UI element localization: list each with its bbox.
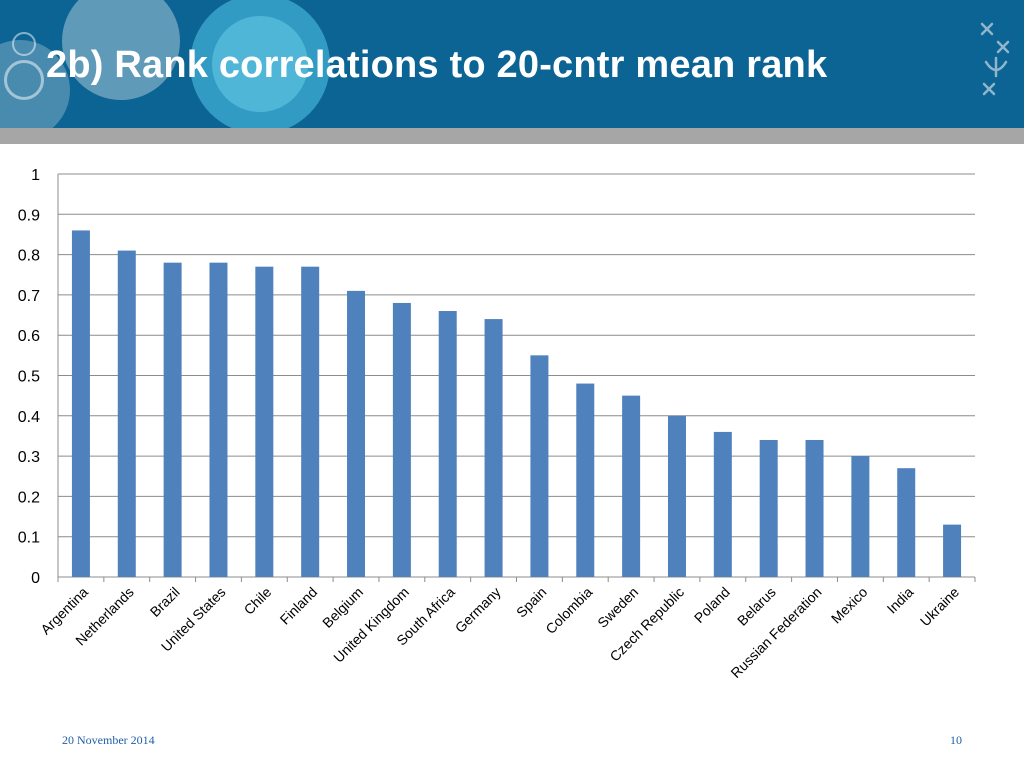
x-category-label: Ukraine (917, 584, 963, 630)
bar-chile (255, 266, 274, 577)
bar-south-africa (438, 311, 457, 577)
y-tick-label: 0.2 (18, 489, 40, 506)
x-category-label: Spain (513, 584, 550, 621)
bar-india (897, 468, 916, 577)
decorative-bubble (212, 16, 308, 112)
x-category-label: Mexico (828, 584, 871, 627)
y-tick-label: 0.9 (18, 207, 40, 224)
decorative-bubble (4, 60, 44, 100)
bar-spain (530, 355, 549, 577)
x-category-label: Germany (452, 584, 504, 636)
bar-united-kingdom (392, 302, 411, 577)
bar-czech-republic (667, 415, 686, 577)
x-category-label: Colombia (542, 584, 595, 637)
bar-colombia (576, 383, 595, 577)
bar-netherlands (117, 250, 136, 577)
y-tick-label: 0 (31, 570, 40, 587)
bar-mexico (851, 456, 870, 577)
bar-russian-federation (805, 439, 824, 577)
x-category-label: Finland (277, 584, 321, 628)
x-category-label: Poland (691, 584, 733, 626)
y-tick-label: 0.7 (18, 288, 40, 305)
x-category-label: Belarus (734, 584, 779, 629)
y-tick-label: 0.3 (18, 449, 40, 466)
bar-belgium (347, 290, 366, 577)
y-tick-label: 0.1 (18, 530, 40, 547)
bar-united-states (209, 262, 228, 577)
page-number: 10 (950, 733, 962, 747)
x-category-label: Belgium (319, 584, 366, 631)
footer-date: 20 November 2014 (62, 733, 155, 747)
slide-title: 2b) Rank correlations to 20-cntr mean ra… (46, 44, 828, 86)
bar-ukraine (943, 524, 962, 577)
x-category-label: Brazil (147, 584, 183, 620)
decorative-bubble (62, 0, 180, 100)
x-category-label: Chile (241, 584, 275, 618)
x-category-label: Sweden (594, 584, 641, 631)
bar-germany (484, 319, 503, 577)
header-band (0, 128, 1024, 144)
bar-belarus (759, 439, 778, 577)
decorative-bubble (190, 0, 330, 128)
bar-argentina (71, 230, 90, 578)
bar-sweden (622, 395, 641, 577)
x-category-label: India (884, 584, 917, 617)
y-tick-label: 0.4 (18, 409, 40, 426)
y-tick-label: 0.6 (18, 328, 40, 345)
y-tick-label: 1 (31, 167, 40, 184)
x-category-label: Russian Federation (727, 584, 824, 681)
bar-chart: 00.10.20.30.40.50.60.70.80.91 ArgentinaN… (18, 167, 976, 681)
bar-poland (713, 431, 732, 577)
bar-brazil (163, 262, 182, 577)
slide-header: 2b) Rank correlations to 20-cntr mean ra… (0, 0, 1024, 128)
bar-finland (301, 266, 320, 577)
y-tick-label: 0.5 (18, 369, 40, 386)
university-logo-icon (980, 22, 1010, 96)
decorative-bubble (12, 32, 36, 56)
y-tick-label: 0.8 (18, 248, 40, 265)
